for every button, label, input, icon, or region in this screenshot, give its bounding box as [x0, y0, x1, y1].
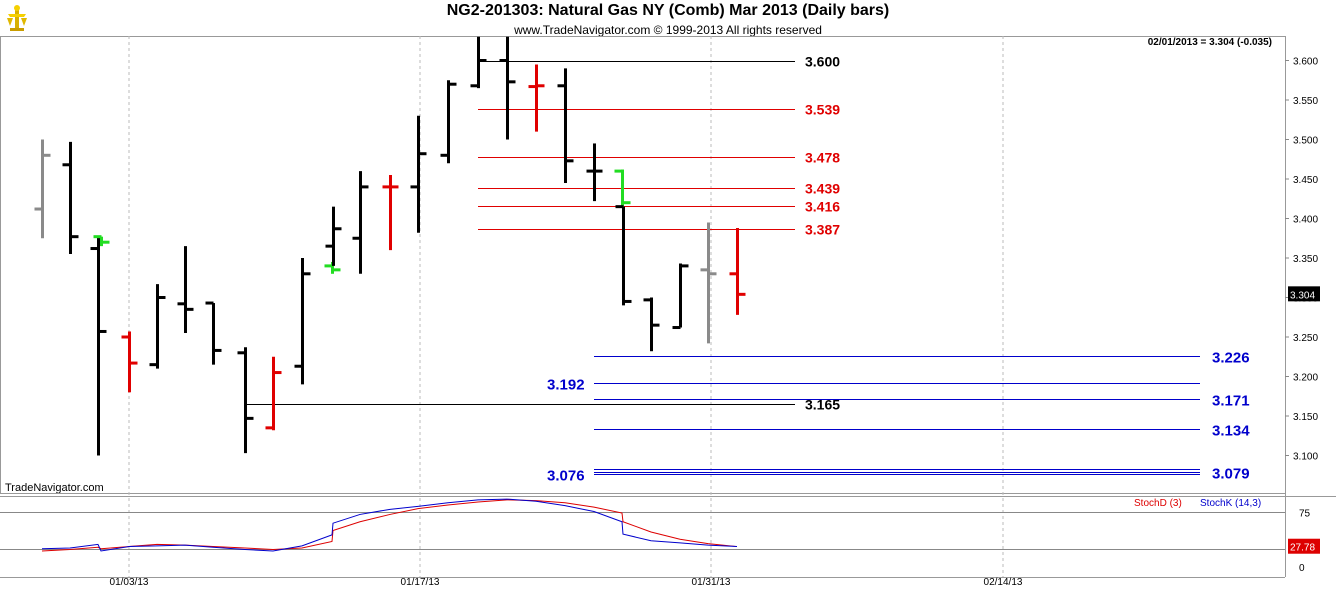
level-label: 3.076 [547, 468, 585, 485]
level-label: 3.478 [805, 150, 840, 166]
stoch-y-tick-label: 0 [1299, 563, 1305, 574]
stoch-current-label: 27.78 [1290, 543, 1315, 554]
main-plot-frame [0, 36, 1286, 494]
stoch-k-line [41, 498, 738, 552]
x-tick-label: 01/17/13 [401, 577, 440, 588]
y-tick-label: 3.200 [1293, 373, 1318, 384]
stoch-y-tick-label: 75 [1299, 508, 1311, 519]
y-tick-label: 3.100 [1293, 452, 1318, 463]
watermark-text: TradeNavigator.com [5, 482, 104, 494]
y-tick-label: 3.500 [1293, 136, 1318, 147]
last-price-info: 02/01/2013 = 3.304 (-0.035) [1147, 37, 1272, 48]
y-tick-label: 3.350 [1293, 254, 1318, 265]
y-tick-label: 3.250 [1293, 333, 1318, 344]
logo-icon [4, 4, 30, 32]
level-label: 3.439 [805, 181, 840, 197]
current-price-label: 3.304 [1290, 290, 1315, 301]
x-tick-label: 01/31/13 [692, 577, 731, 588]
y-tick-label: 3.600 [1293, 57, 1318, 68]
y-tick-label: 3.450 [1293, 175, 1318, 186]
stoch-k-legend: StochK (14,3) [1200, 498, 1261, 509]
level-label: 3.539 [805, 102, 840, 118]
level-label: 3.165 [805, 397, 840, 413]
level-label: 3.171 [1212, 393, 1250, 410]
copyright-text: www.TradeNavigator.com © 1999-2013 All r… [514, 23, 822, 37]
level-label: 3.387 [805, 222, 840, 238]
stoch-current-tag [1288, 538, 1320, 554]
x-tick-label: 01/03/13 [110, 577, 149, 588]
level-label: 3.226 [1212, 350, 1250, 367]
chart-title: NG2-201303: Natural Gas NY (Comb) Mar 20… [446, 2, 890, 19]
level-label: 3.192 [547, 377, 585, 394]
level-label: 3.079 [1212, 466, 1250, 483]
current-price-tag [1288, 286, 1320, 302]
level-label: 3.134 [1212, 423, 1250, 440]
stoch-d-legend: StochD (3) [1134, 498, 1182, 509]
level-label: 3.600 [805, 54, 840, 70]
y-tick-label: 3.400 [1293, 215, 1318, 226]
y-tick-label: 3.150 [1293, 412, 1318, 423]
x-tick-label: 02/14/13 [984, 577, 1023, 588]
level-label: 3.416 [805, 199, 840, 215]
y-tick-label: 3.550 [1293, 96, 1318, 107]
stoch-d-line [41, 499, 738, 552]
